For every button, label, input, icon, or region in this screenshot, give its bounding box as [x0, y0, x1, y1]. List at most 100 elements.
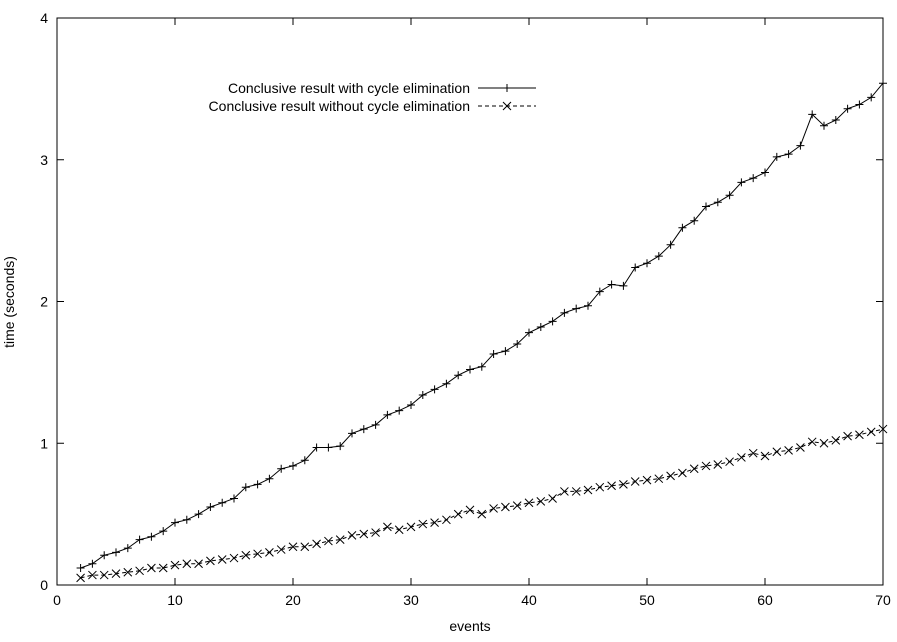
cross-point: [265, 548, 274, 557]
plus-point: [407, 400, 415, 409]
cross-point: [642, 475, 652, 485]
cross-point: [123, 567, 133, 577]
plus-point: [666, 240, 675, 249]
plus-point: [619, 281, 628, 290]
plus-point: [206, 503, 215, 512]
cross-point: [666, 471, 675, 481]
plus-point: [501, 347, 510, 356]
plus-point: [879, 79, 887, 88]
cross-point: [502, 101, 512, 111]
plus-point: [820, 121, 828, 130]
cross-point: [501, 502, 510, 512]
plus-point: [182, 515, 191, 524]
cross-point: [371, 528, 380, 537]
cross-point: [796, 443, 805, 452]
cross-point: [548, 494, 557, 503]
cross-point: [324, 536, 333, 546]
cross-point: [135, 566, 144, 576]
cross-point: [583, 485, 593, 495]
cross-point: [347, 531, 357, 540]
cross-point: [182, 559, 192, 569]
plot-frame: [56, 17, 884, 586]
plus-point: [713, 198, 722, 207]
plus-point: [513, 340, 522, 349]
plus-point: [171, 518, 179, 527]
cross-point: [536, 497, 546, 506]
cross-point: [689, 464, 699, 474]
plus-point: [218, 498, 227, 507]
plus-point: [454, 371, 463, 380]
cross-point: [147, 563, 156, 573]
cross-point: [878, 424, 888, 434]
plus-point: [560, 308, 569, 317]
cross-point: [465, 505, 475, 515]
x-tick-label: 10: [167, 592, 183, 608]
cross-point: [807, 437, 817, 447]
plus-point: [265, 474, 274, 483]
axis-ticks: 0 10 20 30 40 50 60 70 0 1 2 3 4: [40, 10, 891, 608]
plus-point: [112, 548, 120, 557]
cross-point: [406, 522, 416, 532]
y-tick-label: 2: [40, 294, 48, 310]
plus-point: [702, 202, 710, 211]
cross-point: [595, 482, 605, 492]
y-tick-label: 3: [40, 152, 48, 168]
cross-point: [701, 461, 711, 471]
legend-entry-label: Conclusive result without cycle eliminat…: [209, 98, 470, 114]
plus-point: [123, 544, 132, 553]
cross-point: [772, 447, 782, 457]
cross-point: [359, 529, 369, 539]
series-1: [76, 79, 887, 572]
plus-point: [503, 84, 511, 92]
cross-point: [524, 498, 534, 508]
plus-point: [678, 223, 687, 232]
plus-point: [159, 527, 168, 536]
cross-point: [713, 460, 723, 469]
y-tick-label: 0: [40, 577, 48, 593]
plus-point: [749, 174, 758, 183]
cross-point: [288, 542, 298, 552]
cross-point: [111, 569, 121, 579]
x-tick-label: 40: [521, 592, 537, 608]
cross-point: [217, 555, 227, 564]
plus-point: [761, 168, 769, 177]
plus-point: [371, 420, 380, 429]
cross-point: [560, 487, 569, 496]
plus-point: [607, 280, 616, 289]
series-line: [80, 82, 884, 569]
cross-point: [489, 504, 498, 513]
plus-point: [808, 110, 817, 119]
plus-point: [147, 532, 156, 541]
cross-point: [571, 487, 581, 496]
cross-point: [418, 519, 428, 529]
cross-point: [678, 468, 687, 478]
plus-point: [194, 510, 203, 519]
cross-point: [88, 570, 97, 580]
plus-point: [383, 410, 392, 419]
plus-point: [135, 535, 144, 544]
cross-point: [300, 542, 310, 552]
cross-point: [843, 431, 852, 441]
cross-point: [477, 509, 487, 519]
plus-point: [595, 287, 604, 296]
plus-point: [631, 263, 640, 272]
plus-point: [418, 391, 427, 400]
plus-point: [230, 494, 238, 503]
x-tick-label: 50: [639, 592, 655, 608]
plus-point: [725, 191, 734, 200]
cross-point: [453, 509, 463, 519]
plus-point: [772, 152, 781, 161]
cross-point: [819, 438, 829, 448]
cross-point: [760, 451, 770, 461]
plus-point: [300, 456, 309, 465]
plus-point: [100, 551, 109, 560]
cross-point: [253, 549, 262, 559]
plus-point: [277, 464, 286, 473]
cross-point: [76, 573, 85, 583]
cross-point: [229, 553, 239, 563]
cross-point: [394, 525, 404, 535]
cross-point: [383, 522, 392, 532]
plus-point: [76, 563, 85, 572]
